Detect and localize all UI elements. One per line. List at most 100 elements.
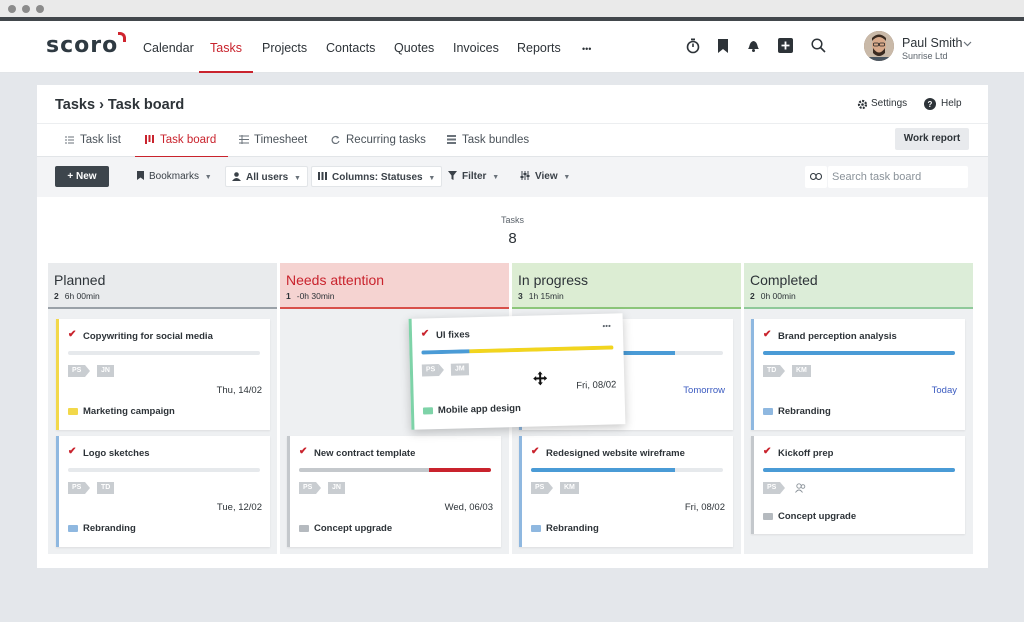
nav-more[interactable]: ••• — [582, 44, 592, 54]
tasks-summary-label: Tasks — [500, 215, 524, 225]
column-planned: Planned 2 6h 00min ✔ Copywriting for soci… — [48, 263, 277, 554]
task-card[interactable]: ✔ Kickoff prep PS Concept upgrade — [751, 436, 965, 534]
link-button[interactable] — [805, 166, 827, 188]
help-icon[interactable]: ? — [924, 98, 936, 110]
tab-timesheet[interactable]: Timesheet — [239, 134, 307, 146]
window-close-dot[interactable] — [8, 5, 16, 13]
checkmark-icon[interactable]: ✔ — [531, 446, 540, 457]
project-name[interactable]: Mobile app design — [437, 402, 521, 417]
tab-task-bundles[interactable]: Task bundles — [447, 134, 529, 146]
add-icon[interactable] — [778, 38, 793, 53]
nav-reports[interactable]: Reports — [517, 41, 561, 55]
bell-icon[interactable] — [746, 38, 761, 53]
view-dropdown[interactable]: View ▼ — [514, 166, 576, 187]
timesheet-icon — [239, 135, 249, 144]
column-header: Completed 2 0h 00min — [744, 263, 973, 309]
column-completed: Completed 2 0h 00min ✔ Brand perception a… — [744, 263, 973, 554]
help-link[interactable]: Help — [941, 98, 962, 109]
users-dropdown[interactable]: All users ▼ — [225, 166, 308, 187]
assignee-tag: JN — [328, 482, 345, 494]
task-card[interactable]: ✔ New contract template PS JN Wed, 06/03… — [287, 436, 501, 547]
chevron-down-icon[interactable] — [963, 41, 972, 47]
timer-icon[interactable] — [686, 38, 700, 54]
nav-contacts[interactable]: Contacts — [326, 41, 376, 55]
due-date: Tue, 12/02 — [216, 502, 262, 513]
gear-icon[interactable] — [857, 99, 868, 110]
window-maximize-dot[interactable] — [36, 5, 44, 13]
progress-bar — [299, 468, 491, 472]
filter-icon — [448, 171, 457, 180]
column-header: Needs attention 1 -0h 30min — [280, 263, 509, 309]
recurring-icon — [331, 135, 340, 144]
svg-text:?: ? — [928, 100, 933, 109]
folder-icon — [68, 408, 78, 415]
window-minimize-dot[interactable] — [22, 5, 30, 13]
list-icon — [65, 136, 74, 144]
columns-dropdown[interactable]: Columns: Statuses ▼ — [311, 166, 443, 187]
task-title: Redesigned website wireframe — [546, 448, 685, 459]
tab-task-board[interactable]: Task board — [145, 134, 216, 146]
move-cursor-icon — [533, 371, 548, 386]
assignee-tag: KM — [560, 482, 579, 494]
columns-icon — [318, 172, 327, 180]
nav-invoices[interactable]: Invoices — [453, 41, 499, 55]
work-report-button[interactable]: Work report — [895, 128, 969, 150]
checkmark-icon[interactable]: ✔ — [763, 329, 772, 340]
task-title: Logo sketches — [83, 448, 150, 459]
task-card[interactable]: ✔ Logo sketches PS TD Tue, 12/02 Rebrand… — [56, 436, 270, 547]
assignee-tag: PS — [299, 482, 322, 494]
dragging-task-card[interactable]: ✔ UI fixes ••• PS JM Fri, 08/02 Mobile a… — [408, 313, 626, 430]
assignee-tag: JN — [97, 365, 114, 377]
checkmark-icon[interactable]: ✔ — [68, 329, 77, 340]
bundles-icon — [447, 135, 456, 144]
checkmark-icon[interactable]: ✔ — [299, 446, 308, 457]
task-card[interactable]: ✔ Copywriting for social media PS JN Thu… — [56, 319, 270, 430]
column-needs-attention: Needs attention 1 -0h 30min ✔ New contrac… — [280, 263, 509, 554]
nav-calendar[interactable]: Calendar — [143, 41, 194, 55]
project-name[interactable]: Concept upgrade — [778, 511, 857, 522]
checkmark-icon[interactable]: ✔ — [68, 446, 77, 457]
task-title: Copywriting for social media — [83, 331, 213, 342]
task-card[interactable]: ✔ Brand perception analysis TD KM Today … — [751, 319, 965, 430]
new-task-button[interactable]: + New — [55, 166, 109, 187]
user-icon — [232, 172, 241, 181]
progress-bar — [763, 468, 955, 472]
settings-link[interactable]: Settings — [871, 98, 908, 109]
folder-icon — [68, 525, 78, 532]
checkmark-icon[interactable]: ✔ — [420, 328, 430, 340]
task-card[interactable]: ✔ Redesigned website wireframe PS KM Fri… — [519, 436, 733, 547]
page-title: Tasks › Task board — [55, 97, 185, 113]
search-input[interactable]: Search task board — [828, 166, 968, 188]
progress-bar — [763, 351, 955, 355]
tab-recurring-tasks[interactable]: Recurring tasks — [331, 134, 426, 146]
more-options-icon[interactable]: ••• — [602, 321, 611, 331]
tab-task-list[interactable]: Task list — [65, 134, 121, 146]
assignee-tag: JM — [450, 363, 469, 376]
search-icon[interactable] — [811, 38, 826, 53]
project-name[interactable]: Rebranding — [83, 523, 136, 534]
project-name[interactable]: Rebranding — [546, 523, 599, 534]
scoro-logo[interactable]: scoro — [46, 32, 127, 58]
user-name[interactable]: Paul Smith — [902, 36, 963, 50]
column-header: In progress 3 1h 15min — [512, 263, 741, 309]
folder-icon — [763, 408, 773, 415]
filter-dropdown[interactable]: Filter ▼ — [442, 166, 505, 187]
project-name[interactable]: Rebranding — [778, 406, 831, 417]
bookmark-icon[interactable] — [718, 39, 728, 53]
task-board-panel: Tasks › Task board Settings ? Help Task … — [37, 85, 988, 568]
folder-icon — [763, 513, 773, 520]
project-name[interactable]: Marketing campaign — [83, 406, 175, 417]
bookmarks-dropdown[interactable]: Bookmarks ▼ — [131, 166, 218, 187]
checkmark-icon[interactable]: ✔ — [763, 446, 772, 457]
top-accent-line — [0, 17, 1024, 21]
column-title: Needs attention — [286, 272, 385, 288]
project-name[interactable]: Concept upgrade — [314, 523, 393, 534]
nav-quotes[interactable]: Quotes — [394, 41, 435, 55]
due-date: Thu, 14/02 — [216, 385, 262, 396]
folder-icon — [299, 525, 309, 532]
nav-tasks[interactable]: Tasks — [210, 41, 242, 55]
add-assignee-icon[interactable] — [795, 483, 806, 493]
nav-projects[interactable]: Projects — [262, 41, 308, 55]
avatar[interactable] — [864, 31, 894, 61]
progress-bar — [68, 468, 260, 472]
